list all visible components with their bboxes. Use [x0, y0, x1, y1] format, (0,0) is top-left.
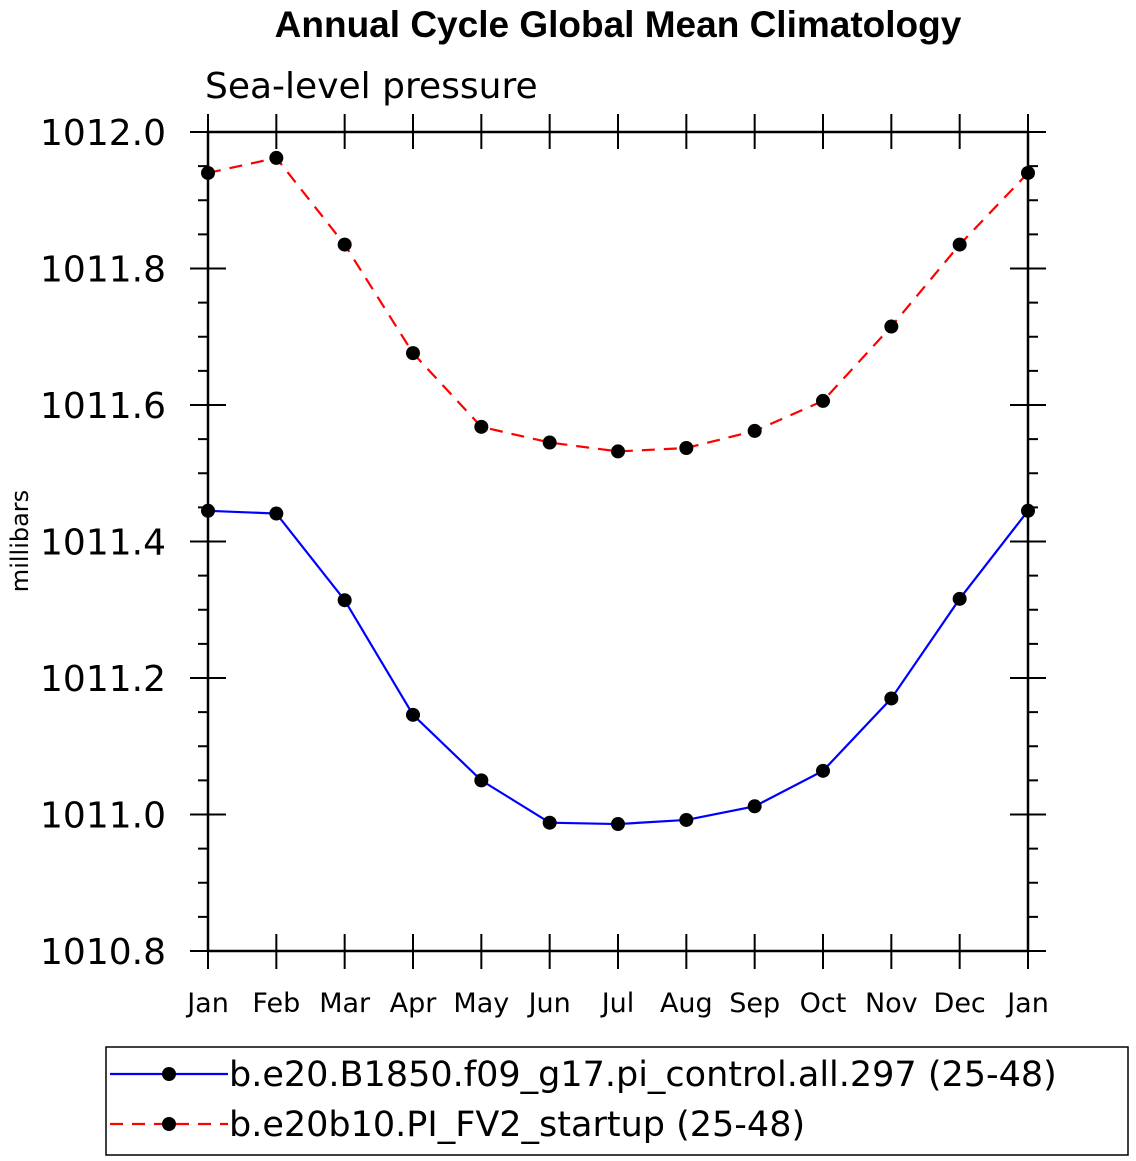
data-point: [952, 237, 967, 252]
axis-ticks: [190, 114, 1046, 969]
y-tick-label: 1011.0: [40, 796, 166, 837]
series-line: [207, 156, 1029, 453]
data-point: [747, 799, 762, 814]
x-tick-label: Aug: [660, 988, 713, 1019]
data-point: [542, 435, 557, 450]
y-tick-label: 1010.8: [40, 932, 166, 973]
y-tick-label: 1011.2: [40, 659, 166, 700]
data-point: [816, 763, 830, 778]
data-point: [337, 593, 352, 608]
legend-label: b.e20b10.PI_FV2_startup (25-48): [229, 1105, 805, 1145]
legend-label: b.e20.B1850.f09_g17.pi_control.all.297 (…: [229, 1055, 1057, 1095]
data-point: [747, 423, 762, 438]
x-tick-label: Oct: [800, 988, 847, 1019]
data-point: [269, 150, 284, 165]
x-tick-label: Nov: [865, 988, 918, 1019]
x-tick-label: Sep: [729, 988, 780, 1019]
x-tick-label: Feb: [252, 988, 300, 1019]
series-line: [207, 509, 1029, 826]
data-point: [884, 691, 899, 706]
data-point: [406, 346, 420, 361]
y-axis-label: millibars: [6, 490, 34, 592]
x-tick-label: Jan: [185, 988, 229, 1019]
data-point: [337, 237, 352, 252]
data-point: [952, 591, 967, 606]
data-point: [611, 444, 625, 459]
data-point: [1021, 165, 1035, 180]
data-point: [679, 812, 694, 827]
data-point: [679, 440, 694, 455]
data-point: [406, 707, 420, 722]
series-group: [201, 150, 1035, 832]
legend-marker: [162, 1117, 176, 1131]
y-tick-label: 1011.6: [40, 386, 166, 427]
legend: b.e20.B1850.f09_g17.pi_control.all.297 (…: [110, 1055, 1057, 1145]
x-tick-label: Jun: [527, 988, 571, 1019]
x-tick-label: Dec: [934, 988, 986, 1019]
x-tick-label: Apr: [390, 988, 438, 1019]
x-tick-label: Jan: [1005, 988, 1049, 1019]
chart-title: Annual Cycle Global Mean Climatology: [275, 4, 962, 45]
x-tick-label: Mar: [319, 988, 371, 1019]
x-tick-labels: Jan Feb Mar Apr May Jun Jul Aug Sep Oct Nov Dec Jan: [185, 988, 1049, 1019]
x-tick-label: Jul: [600, 988, 635, 1019]
chart-subtitle: Sea-level pressure: [205, 66, 538, 107]
data-point: [611, 817, 625, 832]
y-tick-label: 1012.0: [40, 113, 166, 154]
y-tick-label: 1011.8: [40, 250, 166, 291]
data-point: [816, 393, 830, 408]
data-point: [201, 503, 215, 518]
data-point: [269, 506, 284, 521]
y-tick-label: 1011.4: [40, 523, 166, 564]
data-point: [474, 773, 489, 788]
data-point: [884, 319, 899, 334]
data-point: [542, 815, 557, 830]
legend-box: [105, 1046, 1129, 1156]
data-point: [474, 419, 489, 434]
x-tick-label: May: [453, 988, 509, 1019]
legend-marker: [162, 1067, 176, 1081]
y-tick-labels: 1010.8 1011.0 1011.2 1011.4 1011.6 1011.8 1012…: [40, 113, 166, 973]
data-point: [201, 165, 215, 180]
data-point: [1021, 503, 1035, 518]
